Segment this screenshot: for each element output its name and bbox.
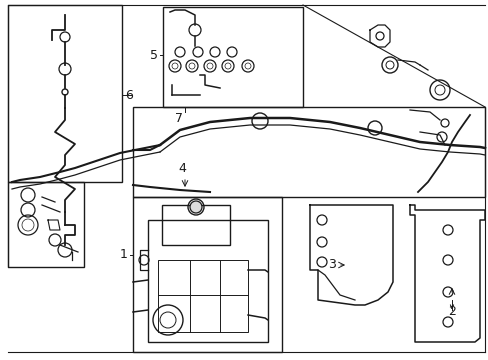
Bar (133, 107, 484, 197)
Bar (162, 205, 229, 245)
Text: 1: 1 (120, 248, 128, 261)
Text: 4: 4 (178, 162, 185, 175)
Bar (163, 7, 303, 107)
Text: 7: 7 (175, 112, 183, 125)
Bar (8, 5, 122, 182)
Text: 3: 3 (327, 258, 335, 271)
Text: 6: 6 (125, 89, 133, 102)
Bar (148, 220, 267, 342)
Text: 2: 2 (447, 305, 455, 318)
Bar (158, 260, 247, 332)
Bar (133, 197, 282, 352)
Bar (8, 182, 84, 267)
Text: 5: 5 (150, 49, 158, 62)
Circle shape (190, 201, 202, 213)
